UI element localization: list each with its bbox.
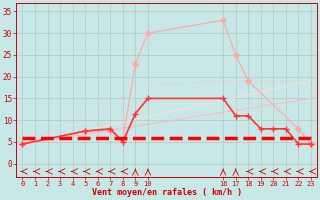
X-axis label: Vent moyen/en rafales ( km/h ): Vent moyen/en rafales ( km/h ) [92,188,242,197]
